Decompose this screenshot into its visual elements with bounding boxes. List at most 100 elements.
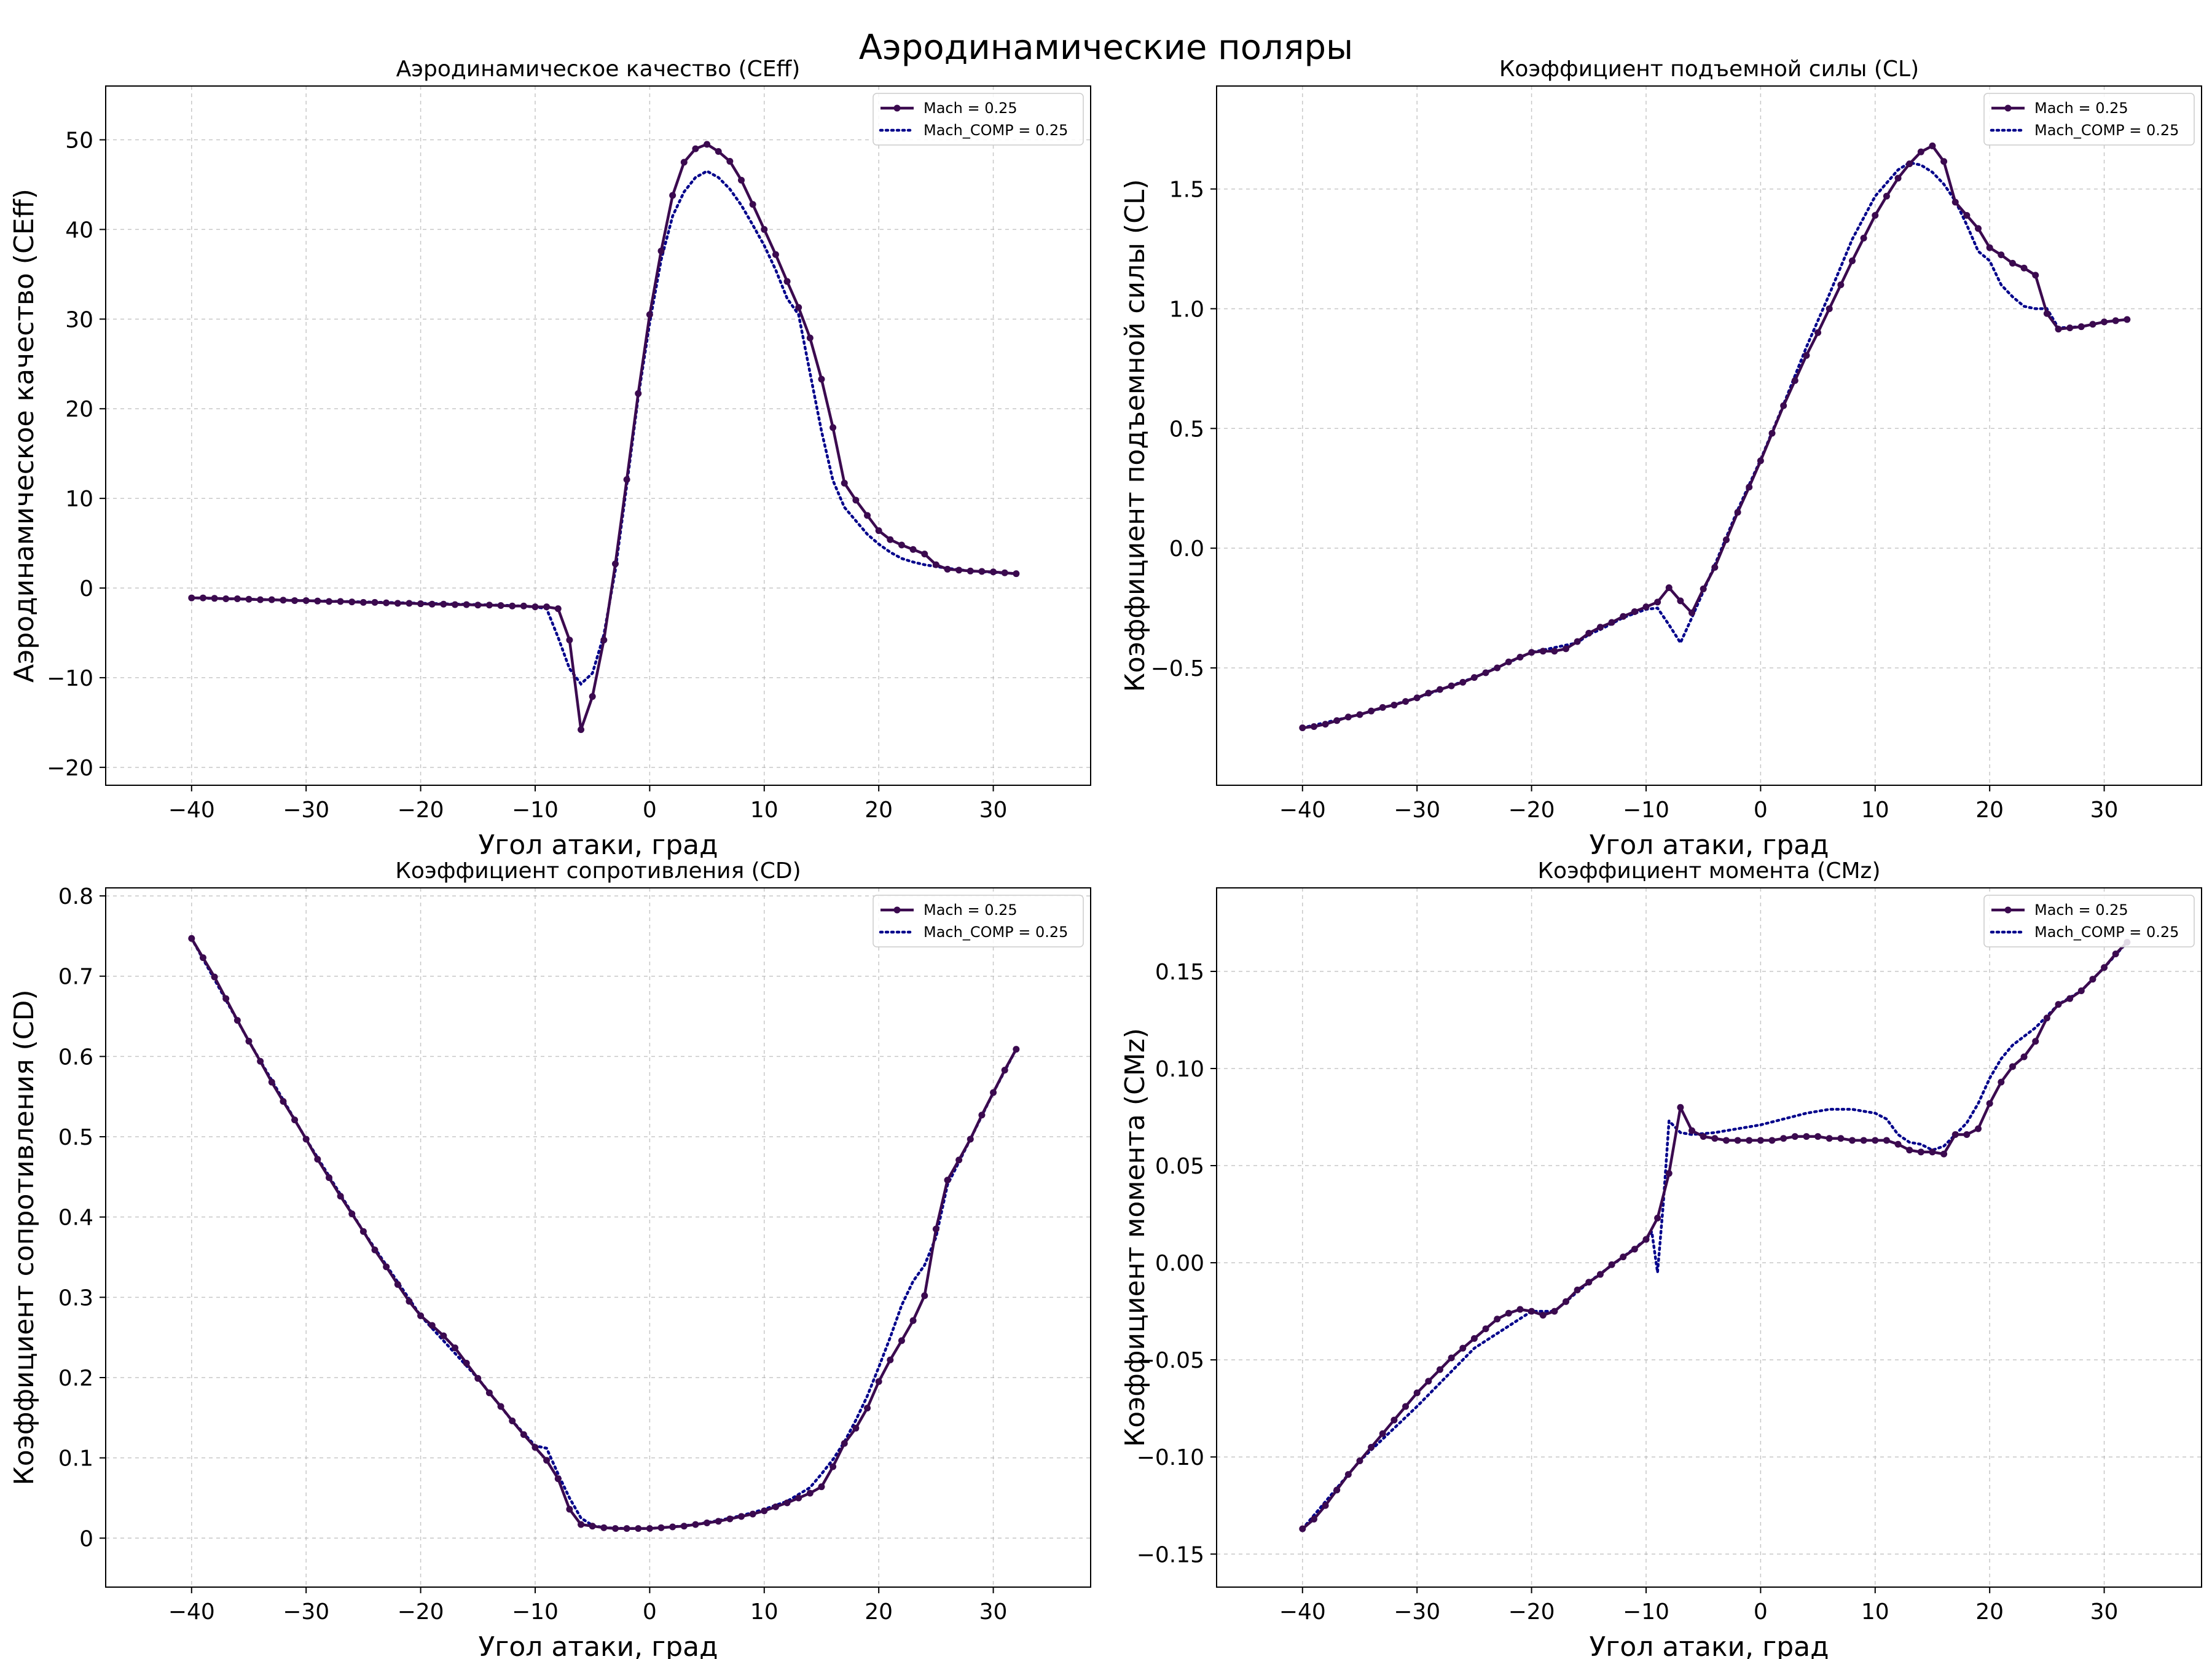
data-point (440, 600, 447, 608)
data-point (337, 1193, 344, 1200)
data-point (566, 1505, 573, 1513)
data-point (2124, 316, 2131, 323)
data-point (348, 1210, 356, 1217)
data-point (302, 597, 310, 604)
legend-marker (2004, 906, 2012, 914)
data-point (1768, 1137, 1776, 1144)
data-point (1425, 1378, 1432, 1385)
data-point (1757, 457, 1764, 465)
data-point (1516, 653, 1524, 661)
plot-frame (1216, 887, 2202, 1588)
data-point (554, 605, 562, 613)
data-point (531, 1444, 539, 1451)
data-point (795, 1494, 802, 1502)
data-point (1448, 682, 1455, 689)
data-point (211, 595, 218, 602)
data-point (1837, 1135, 1845, 1142)
data-point (1963, 211, 1971, 219)
data-point (554, 1475, 562, 1483)
x-tick-label: 30 (2090, 798, 2119, 823)
data-point (509, 602, 516, 610)
data-point (1998, 1078, 2005, 1086)
legend: Mach = 0.25 Mach_COMP = 0.25 (1983, 93, 2195, 146)
data-point (635, 390, 642, 397)
data-point (1413, 1389, 1421, 1397)
data-point (955, 567, 963, 574)
data-point (864, 1405, 871, 1412)
data-point (1528, 1308, 1535, 1315)
x-tick-label: −20 (1508, 798, 1555, 823)
data-point (578, 1521, 585, 1528)
data-point (623, 476, 630, 483)
data-point (921, 1292, 928, 1300)
data-point (1951, 198, 1959, 206)
legend-box (1983, 93, 2195, 146)
data-point (909, 546, 917, 553)
panel-cd: Коэффициент сопротивления (CD) −40 −30 −20 −… (9, 858, 1091, 1659)
data-point (520, 1431, 527, 1438)
x-tick-label: −30 (283, 1599, 329, 1625)
data-point (1631, 1245, 1638, 1253)
data-point (646, 1525, 653, 1532)
data-point (337, 598, 344, 605)
x-tick-label: −10 (512, 1599, 559, 1625)
data-point (1688, 609, 1696, 616)
series-line-main (190, 938, 1018, 1530)
x-axis-label: Угол атаки, град (478, 830, 718, 861)
x-tick-label: −30 (283, 798, 329, 823)
data-point (1780, 1135, 1787, 1142)
data-point (359, 598, 367, 606)
data-point (1390, 1416, 1398, 1424)
data-point (1574, 638, 1581, 645)
data-point (864, 512, 871, 519)
data-point (406, 1298, 413, 1305)
legend-label: Mach = 0.25 (2034, 901, 2128, 919)
data-point (2032, 272, 2039, 279)
data-point (452, 1344, 459, 1352)
data-point (1894, 1140, 1902, 1148)
data-point (761, 226, 768, 233)
data-point (1596, 624, 1604, 631)
data-point (268, 1078, 275, 1086)
data-point (1299, 1525, 1306, 1532)
y-tick-label: 40 (65, 218, 93, 243)
data-point (1883, 192, 1890, 200)
data-point (1368, 707, 1375, 715)
y-tick-label: 0.7 (58, 965, 93, 990)
data-point (1356, 711, 1363, 718)
y-tick-label: 1.0 (1169, 297, 1204, 322)
data-point (600, 637, 608, 644)
y-tick-label: −10 (47, 666, 93, 691)
x-tick-label: 30 (979, 1599, 1008, 1625)
x-tick-label: 0 (1754, 798, 1768, 823)
data-point (818, 1483, 825, 1491)
data-point (1356, 1457, 1363, 1465)
data-point (417, 1312, 425, 1319)
x-tick-label: −30 (1394, 798, 1440, 823)
data-point (1001, 569, 1008, 576)
data-point (1791, 377, 1798, 384)
data-point (2077, 987, 2085, 995)
data-point (1848, 257, 1856, 264)
data-point (531, 603, 539, 611)
data-point (1940, 1150, 1948, 1158)
data-point (280, 1098, 287, 1105)
data-point (1929, 1148, 1936, 1156)
data-point (589, 1523, 596, 1530)
y-tick-label: 0.00 (1155, 1251, 1204, 1276)
data-point (1344, 713, 1352, 721)
data-point (1379, 704, 1386, 711)
data-point (1883, 1137, 1890, 1144)
x-tick-label: 10 (750, 1599, 779, 1625)
data-point (1940, 158, 1948, 165)
data-point (955, 1156, 963, 1164)
y-tick-label: 0.2 (58, 1366, 93, 1391)
data-point (222, 995, 230, 1002)
data-point (1975, 225, 1982, 232)
data-point (2055, 1001, 2062, 1008)
panel-title: Коэффициент момента (CMz) (1538, 858, 1881, 884)
data-point (1528, 649, 1535, 656)
y-tick-label: 0.05 (1155, 1154, 1204, 1179)
data-point (1975, 1125, 1982, 1132)
data-point (245, 1038, 253, 1045)
